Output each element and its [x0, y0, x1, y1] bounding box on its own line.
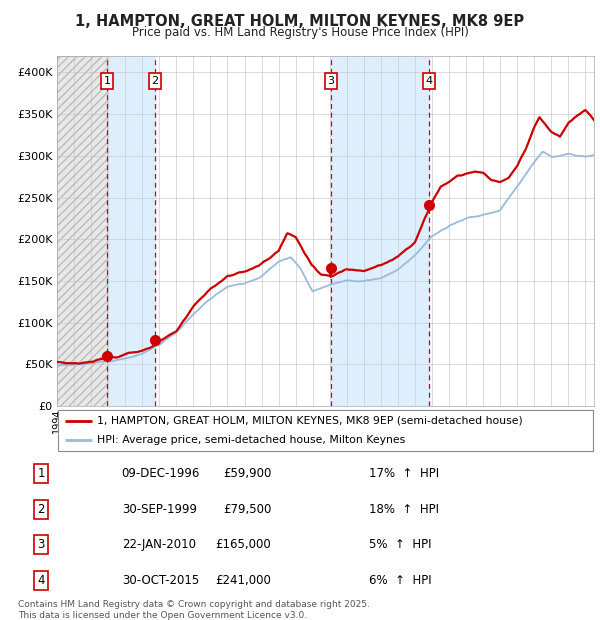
- Text: 3: 3: [37, 538, 45, 551]
- Text: 1, HAMPTON, GREAT HOLM, MILTON KEYNES, MK8 9EP (semi-detached house): 1, HAMPTON, GREAT HOLM, MILTON KEYNES, M…: [97, 415, 523, 425]
- Text: 3: 3: [327, 76, 334, 86]
- Text: 09-DEC-1996: 09-DEC-1996: [122, 467, 200, 480]
- Text: 30-SEP-1999: 30-SEP-1999: [122, 503, 197, 516]
- Text: 1: 1: [37, 467, 45, 480]
- Bar: [57, 56, 107, 406]
- Text: 1: 1: [104, 76, 110, 86]
- Text: Price paid vs. HM Land Registry's House Price Index (HPI): Price paid vs. HM Land Registry's House …: [131, 26, 469, 39]
- Text: 1, HAMPTON, GREAT HOLM, MILTON KEYNES, MK8 9EP: 1, HAMPTON, GREAT HOLM, MILTON KEYNES, M…: [76, 14, 524, 29]
- Text: 2: 2: [37, 503, 45, 516]
- Bar: [107, 56, 155, 406]
- Text: 6%  ↑  HPI: 6% ↑ HPI: [370, 574, 432, 587]
- Text: Contains HM Land Registry data © Crown copyright and database right 2025.
This d: Contains HM Land Registry data © Crown c…: [18, 600, 370, 619]
- Text: £79,500: £79,500: [223, 503, 271, 516]
- Text: £59,900: £59,900: [223, 467, 271, 480]
- Bar: [57, 56, 107, 406]
- Bar: [331, 56, 429, 406]
- Text: 5%  ↑  HPI: 5% ↑ HPI: [370, 538, 432, 551]
- Text: 2: 2: [151, 76, 158, 86]
- Text: 30-OCT-2015: 30-OCT-2015: [122, 574, 199, 587]
- Text: £241,000: £241,000: [215, 574, 271, 587]
- Text: 4: 4: [37, 574, 45, 587]
- Text: 18%  ↑  HPI: 18% ↑ HPI: [370, 503, 439, 516]
- FancyBboxPatch shape: [58, 410, 593, 451]
- Text: HPI: Average price, semi-detached house, Milton Keynes: HPI: Average price, semi-detached house,…: [97, 435, 406, 445]
- Text: 17%  ↑  HPI: 17% ↑ HPI: [370, 467, 439, 480]
- Text: 4: 4: [425, 76, 433, 86]
- Text: £165,000: £165,000: [215, 538, 271, 551]
- Text: 22-JAN-2010: 22-JAN-2010: [122, 538, 196, 551]
